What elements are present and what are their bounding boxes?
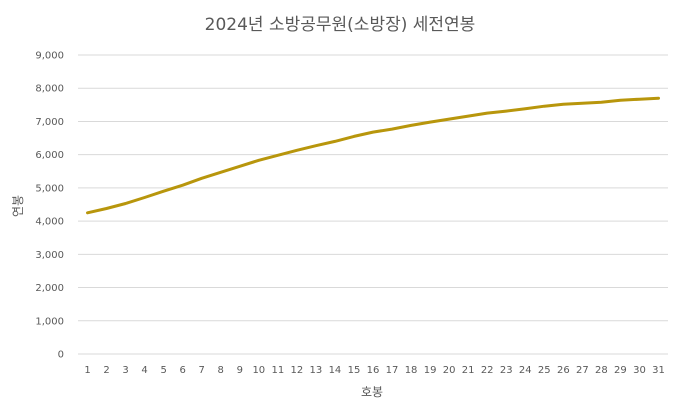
x-tick-label: 13	[310, 365, 323, 376]
x-tick-label: 19	[424, 365, 437, 376]
y-tick-label: 6,000	[35, 150, 64, 161]
y-axis-label: 연봉	[11, 195, 25, 217]
x-tick-label: 20	[443, 365, 456, 376]
x-axis-ticks: 1 2 3 4 5 6 7 8 9 10 11 12 13 14 15 16 17 18 19 20 21 22 23 24 2…	[84, 365, 665, 376]
x-tick-label: 1	[84, 365, 90, 376]
x-tick-label: 26	[557, 365, 570, 376]
x-tick-label: 17	[386, 365, 399, 376]
x-tick-label: 21	[462, 365, 475, 376]
x-tick-label: 14	[329, 365, 342, 376]
x-tick-label: 24	[519, 365, 532, 376]
x-tick-label: 7	[199, 365, 205, 376]
x-tick-label: 18	[405, 365, 418, 376]
x-tick-label: 25	[538, 365, 551, 376]
x-tick-label: 8	[218, 365, 224, 376]
y-tick-label: 2,000	[35, 283, 64, 294]
x-tick-label: 2	[103, 365, 109, 376]
x-tick-label: 22	[481, 365, 494, 376]
series-line	[86, 96, 660, 215]
x-tick-label: 31	[652, 365, 665, 376]
x-tick-label: 12	[291, 365, 304, 376]
y-tick-label: 0	[58, 350, 64, 361]
x-tick-label: 10	[252, 365, 265, 376]
y-tick-label: 3,000	[35, 250, 64, 261]
x-axis-label: 호봉	[361, 385, 383, 399]
y-tick-label: 1,000	[35, 316, 64, 327]
x-tick-label: 5	[160, 365, 166, 376]
y-tick-label: 4,000	[35, 217, 64, 228]
x-tick-label: 28	[595, 365, 608, 376]
x-tick-label: 27	[576, 365, 589, 376]
x-tick-label: 9	[237, 365, 243, 376]
y-tick-label: 9,000	[35, 51, 64, 62]
x-tick-label: 3	[122, 365, 128, 376]
x-tick-label: 11	[271, 365, 284, 376]
x-tick-label: 23	[500, 365, 513, 376]
gridlines	[78, 54, 668, 355]
x-tick-label: 29	[614, 365, 627, 376]
chart-title: 2024년 소방공무원(소방장) 세전연봉	[205, 15, 476, 35]
x-tick-label: 6	[179, 365, 185, 376]
x-tick-label: 16	[367, 365, 380, 376]
y-tick-label: 5,000	[35, 183, 64, 194]
x-tick-label: 30	[633, 365, 646, 376]
y-tick-label: 8,000	[35, 84, 64, 95]
x-tick-label: 15	[348, 365, 361, 376]
series-layer	[86, 96, 660, 215]
y-tick-label: 7,000	[35, 117, 64, 128]
y-axis-ticks: 0 1,000 2,000 3,000 4,000 5,000 6,000 7,000 8,00…	[35, 51, 64, 361]
x-tick-label: 4	[141, 365, 147, 376]
